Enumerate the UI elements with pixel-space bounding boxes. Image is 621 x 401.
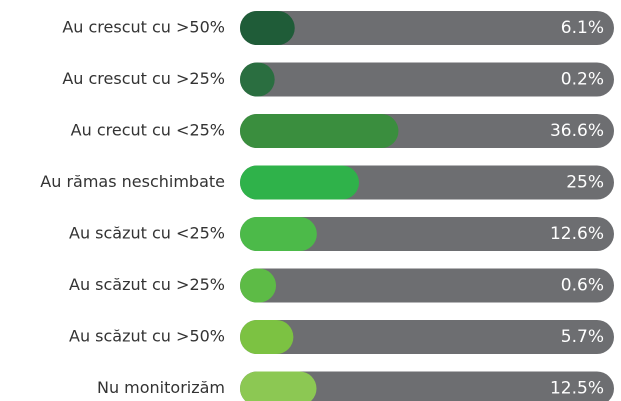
bar: [240, 268, 277, 303]
bar: [240, 217, 317, 251]
value-label: 0.2%: [561, 70, 604, 90]
category-label: Au rămas neschimbate: [40, 172, 225, 191]
category-label: Nu monitorizăm: [97, 378, 225, 397]
category-label: Au scăzut cu <25%: [69, 224, 225, 243]
value-label: 12.5%: [550, 379, 604, 399]
bar: [240, 165, 359, 200]
bar-track: [240, 217, 614, 251]
bar: [240, 371, 317, 401]
value-label: 5.7%: [561, 327, 604, 347]
value-label: 25%: [566, 173, 604, 193]
bar: [240, 11, 295, 45]
bar-track: [240, 371, 614, 401]
bar: [240, 62, 275, 97]
bar-track: [240, 320, 614, 354]
bar-track: [240, 62, 614, 97]
category-label: Au crecut cu <25%: [71, 121, 225, 140]
value-label: 12.6%: [550, 224, 604, 244]
value-label: 6.1%: [561, 18, 604, 38]
category-label: Au crescut cu >25%: [62, 69, 225, 88]
bar-track: [240, 268, 614, 303]
bar: [240, 320, 294, 354]
bar-track: [240, 11, 614, 45]
category-label: Au crescut cu >50%: [62, 18, 225, 37]
value-label: 36.6%: [550, 121, 604, 141]
bar: [240, 114, 399, 148]
value-label: 0.6%: [561, 276, 604, 296]
category-label: Au scăzut cu >25%: [69, 275, 225, 294]
category-label: Au scăzut cu >50%: [69, 327, 225, 346]
